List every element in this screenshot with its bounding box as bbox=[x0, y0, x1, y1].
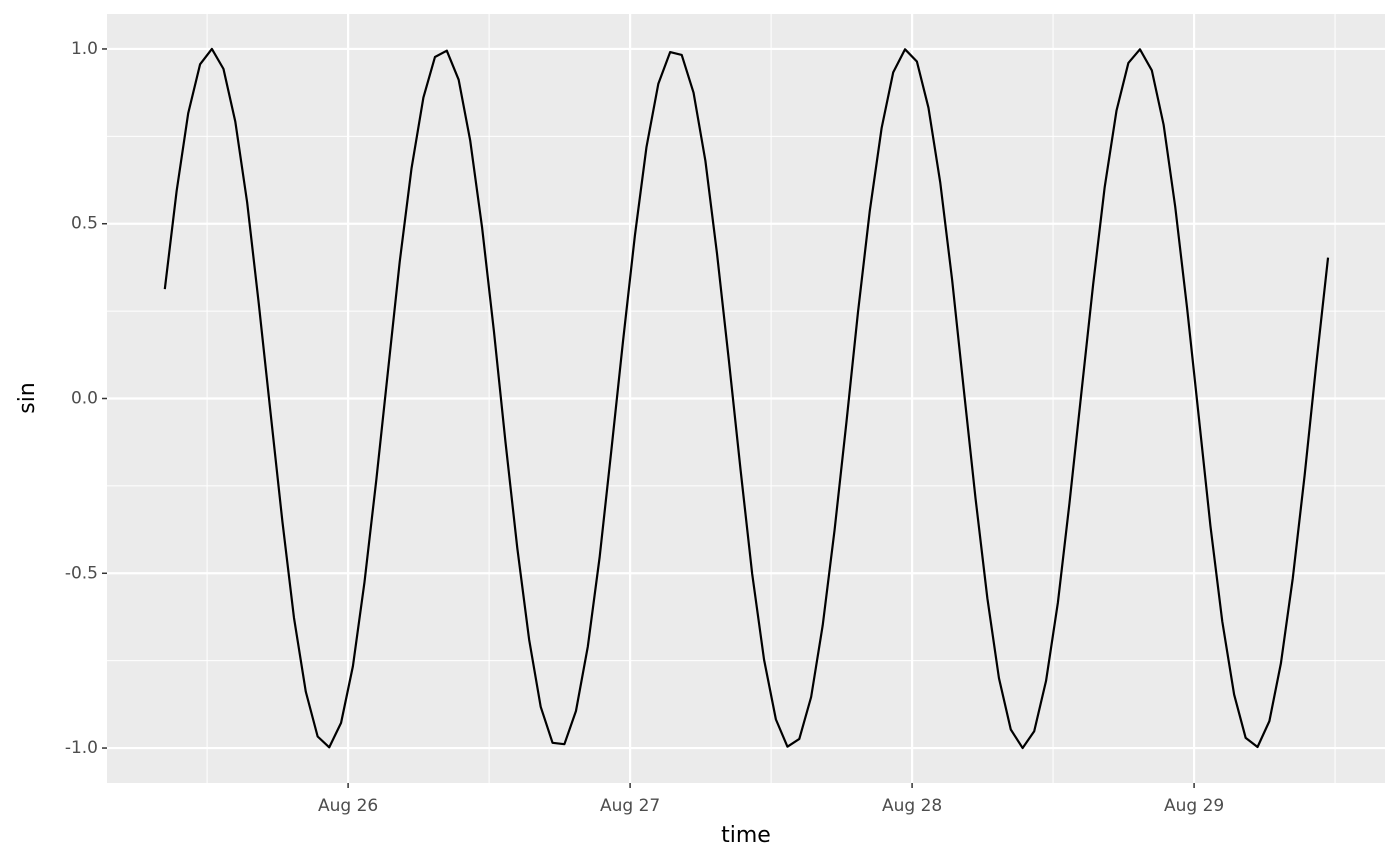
y-tick-label: 1.0 bbox=[71, 39, 98, 59]
x-tick-label: Aug 28 bbox=[882, 796, 942, 816]
y-tick-label: 0.0 bbox=[71, 389, 98, 409]
line bbox=[163, 47, 1330, 750]
y-tick-label: -1.0 bbox=[65, 738, 98, 758]
x-tick-label: Aug 26 bbox=[318, 796, 378, 816]
y-tick-label: 0.5 bbox=[71, 214, 98, 234]
y-tick-label: -0.5 bbox=[65, 563, 98, 583]
x-tick-label: Aug 27 bbox=[600, 796, 660, 816]
y-axis-title: sin bbox=[15, 382, 40, 414]
x-tick-label: Aug 29 bbox=[1164, 796, 1224, 816]
x-axis-title: time bbox=[721, 823, 771, 848]
